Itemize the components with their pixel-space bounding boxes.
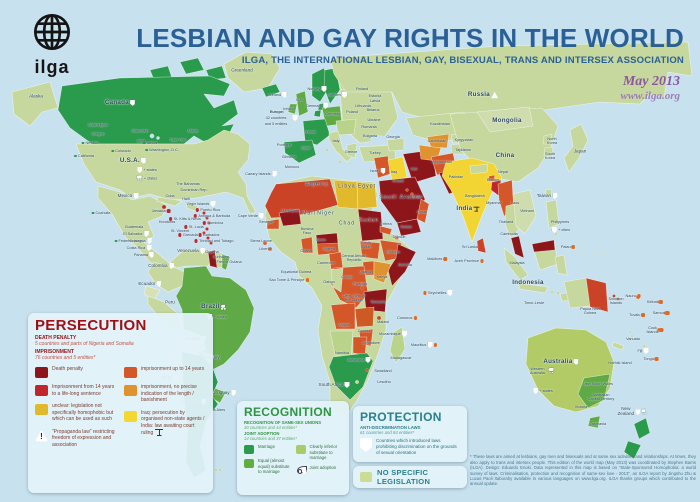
poster-subtitle: ILGA, THE INTERNATIONAL LESBIAN, GAY, BI…: [241, 55, 684, 66]
edition-date: May 2013: [622, 74, 680, 89]
scales-icon: [155, 429, 164, 436]
legend-swatch: [244, 459, 254, 468]
title-block: LESBIAN AND GAY RIGHTS IN THE WORLD ILGA…: [136, 25, 684, 66]
imprisonment-heading: IMPRISONMENT: [35, 349, 74, 355]
region-papua-new-guinea: [585, 277, 609, 313]
legend-item: imprisonment up to 14 years: [124, 366, 206, 378]
legend-swatch: [35, 367, 48, 378]
legend-item: “Propaganda law” restricting freedom of …: [35, 429, 117, 449]
poster-title: LESBIAN AND GAY RIGHTS IN THE WORLD: [136, 23, 684, 53]
globe-icon: [34, 14, 70, 50]
legend-swatch: [296, 465, 307, 475]
adoption-note: 14 countries and 37 entities*: [244, 436, 297, 441]
legend-item: Imprisonment from 14 years to a life-lon…: [35, 384, 117, 397]
legend-item: Marriage: [244, 444, 291, 454]
imprisonment-note: 76 countries and 5 entities*: [35, 355, 96, 361]
unions-note: 30 countries and 44 entities*: [244, 425, 297, 430]
region-india: [441, 157, 503, 243]
date-block: May 2013 www.ilga.org: [621, 74, 681, 102]
region-mexico-central-america: [97, 185, 173, 273]
legend-item: Death penalty: [35, 366, 117, 378]
legend-swatch: [35, 385, 48, 396]
legend-item: Joint adoption: [296, 465, 343, 475]
website-link[interactable]: www.ilga.org: [620, 90, 681, 102]
legend-item: Clearly inferior substitute to marriage: [295, 444, 343, 461]
legend-swatch: [35, 404, 48, 415]
unions-heading: RECOGNITION OF SAME-SEX UNIONS: [244, 420, 322, 425]
legend-swatch: [244, 445, 254, 454]
protection-title: PROTECTION: [360, 410, 442, 424]
region-new-zealand: [633, 417, 651, 440]
persecution-legend: PERSECUTION DEATH PENALTY 5 countries an…: [28, 313, 213, 493]
recognition-title: RECOGNITION: [244, 405, 332, 419]
no-legislation-label: NO SPECIFIC LEGISLATION: [377, 468, 431, 486]
legend-swatch: [295, 445, 306, 454]
recognition-legend: RECOGNITION RECOGNITION OF SAME-SEX UNIO…: [237, 401, 349, 495]
legend-swatch: [35, 429, 48, 442]
adoption-heading: JOINT ADOPTION: [244, 431, 280, 436]
legend-item: Equal (almost equal) substitute to marri…: [244, 458, 291, 475]
no-specific-legislation-legend: NO SPECIFIC LEGISLATION: [353, 466, 467, 488]
legend-item: imprisonment, no precise indication of t…: [124, 384, 206, 404]
region-alaska: [11, 81, 59, 127]
region-south-africa: [328, 352, 374, 401]
region-canada: [57, 75, 239, 145]
death-penalty-note: 5 countries and parts of Nigeria and Som…: [35, 341, 134, 347]
region-usa: [75, 129, 257, 215]
protection-legend: PROTECTION ANTI-DISCRIMINATION LAWS 61 c…: [353, 406, 467, 462]
laws-note: 61 countries and 84 entities*: [360, 430, 415, 435]
legend-item: Iraq: persecution by organised non-state…: [124, 410, 206, 437]
footnote: * These laws are aimed at lesbians, gay …: [470, 454, 696, 487]
shield-icon: [360, 438, 372, 452]
region-greenland: [223, 51, 281, 93]
shield-description: Countries which introduced laws prohibit…: [376, 438, 457, 455]
legend-swatch: [124, 367, 137, 378]
logo-wordmark: ilga: [34, 57, 70, 77]
legend-swatch: [124, 410, 137, 422]
region-russia: [329, 41, 693, 121]
persecution-title: PERSECUTION: [35, 317, 147, 334]
legend-swatch: [124, 385, 137, 396]
region-japan: [563, 123, 589, 173]
laws-heading: ANTI-DISCRIMINATION LAWS: [360, 425, 421, 430]
no-legislation-swatch: [360, 472, 372, 482]
death-penalty-heading: DEATH PENALTY: [35, 335, 77, 341]
legend-item: unclear: legislation not specifically ho…: [35, 403, 117, 423]
ilga-logo: ilga: [22, 12, 82, 76]
